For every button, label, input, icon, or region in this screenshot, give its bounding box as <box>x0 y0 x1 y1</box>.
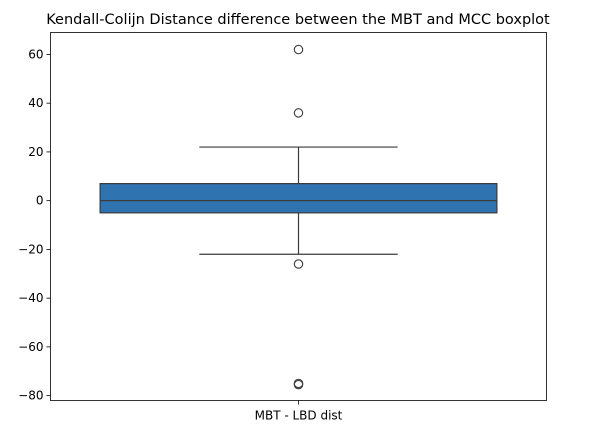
y-tick-label: −40 <box>18 291 43 305</box>
outlier-point <box>293 108 304 118</box>
outlier-point <box>293 259 304 269</box>
y-tick-label: −60 <box>18 340 43 354</box>
y-tick-label: 0 <box>36 194 44 208</box>
y-tick-label: 60 <box>28 47 43 61</box>
y-tick-label: 40 <box>28 96 43 110</box>
y-tick-label: −20 <box>18 242 43 256</box>
y-tick-label: 20 <box>28 145 43 159</box>
y-tick-label: −80 <box>18 389 43 403</box>
x-tick-label: MBT - LBD dist <box>255 409 343 423</box>
box-group <box>99 44 498 390</box>
chart-title: Kendall-Colijn Distance difference betwe… <box>46 12 550 28</box>
plot-area <box>99 44 498 390</box>
y-axis: −80 −60 −40 −20 0 20 40 60 <box>18 47 51 403</box>
x-axis: MBT - LBD dist <box>255 400 343 423</box>
outlier-point <box>293 44 304 55</box>
iqr-box <box>99 182 498 214</box>
outlier-point <box>293 379 304 390</box>
